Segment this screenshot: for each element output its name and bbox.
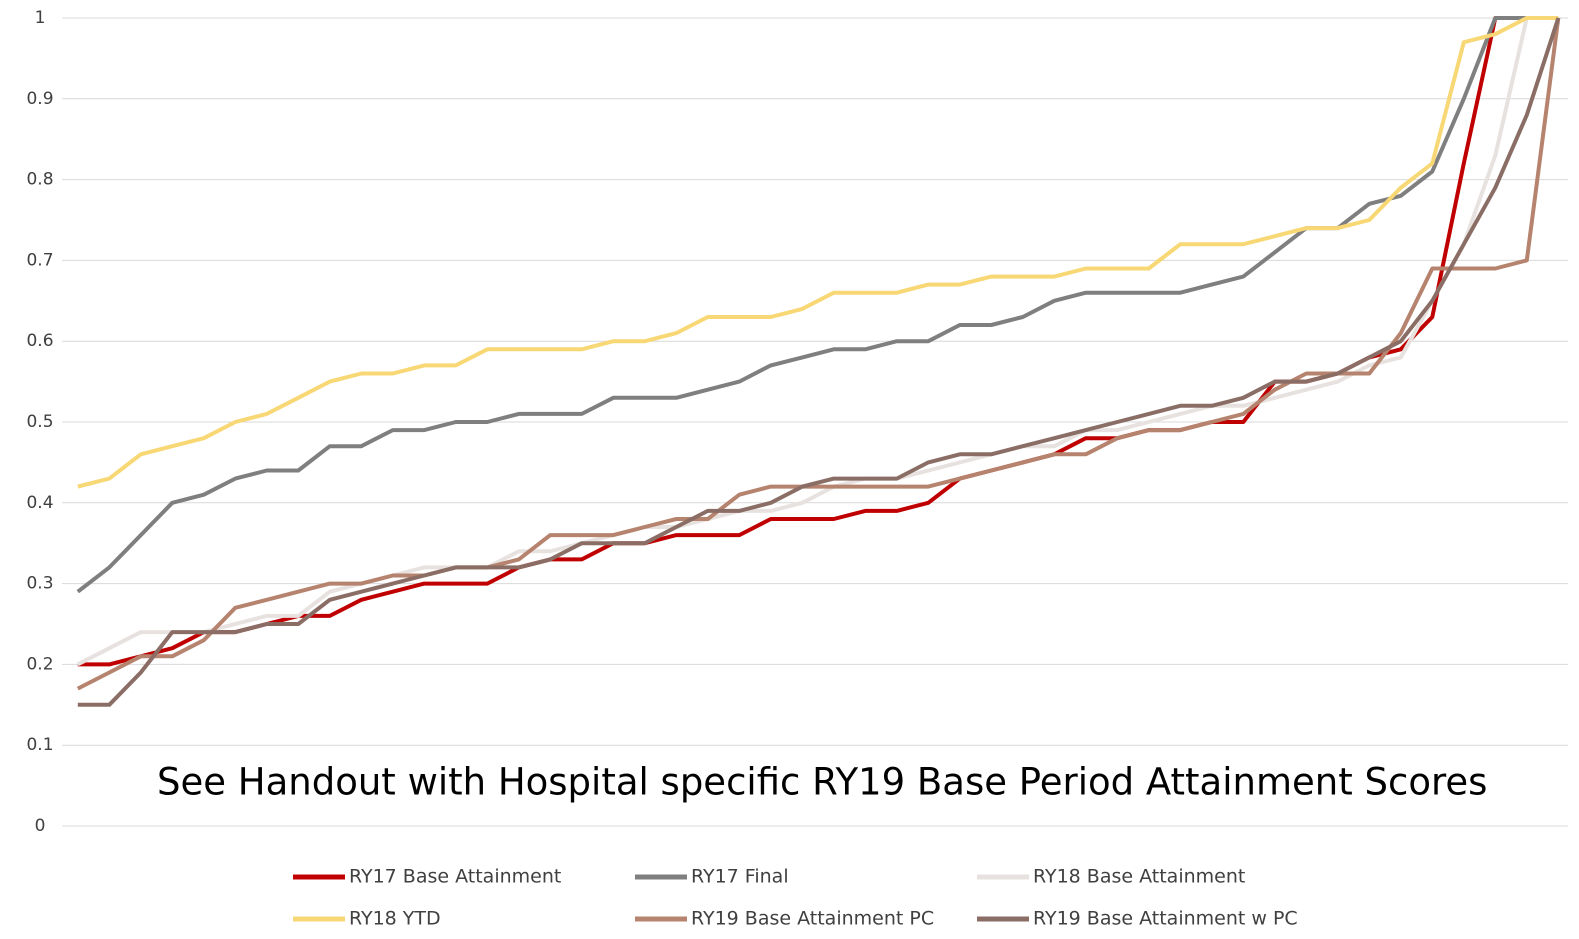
y-tick-label: 0.4 [26, 493, 53, 513]
annotation: See Handout with Hospital specific RY19 … [157, 761, 1487, 804]
legend-label: RY17 Base Attainment [349, 866, 561, 888]
legend-label: RY19 Base Attainment PC [691, 908, 934, 930]
y-tick-label: 0 [35, 816, 46, 836]
legend-label: RY17 Final [691, 866, 789, 888]
y-tick-label: 0.2 [26, 654, 53, 674]
series-line [76, 17, 1561, 691]
y-tick-label: 0.7 [26, 250, 53, 270]
plot: 0 0.1 0.2 0.3 0.4 0.5 0.6 0.7 0.8 0.9 1 RY17 Base A… [26, 8, 1568, 930]
legend-label: RY18 Base Attainment [1033, 866, 1245, 888]
y-tick-label: 0.8 [26, 170, 53, 190]
y-tick-label: 0.6 [26, 331, 53, 351]
series-line [77, 17, 1561, 707]
y-tick-label: 0.3 [26, 574, 53, 594]
y-tick-label: 1 [35, 8, 46, 28]
y-tick-label: 0.5 [26, 412, 53, 432]
legend-label: RY18 YTD [349, 908, 441, 930]
y-tick-label: 0.1 [26, 735, 53, 755]
series-line [76, 16, 1559, 594]
series-line [76, 16, 1559, 667]
legend-label: RY19 Base Attainment w PC [1033, 908, 1298, 930]
y-tick-label: 0.9 [26, 89, 53, 109]
series-line [77, 16, 1559, 489]
